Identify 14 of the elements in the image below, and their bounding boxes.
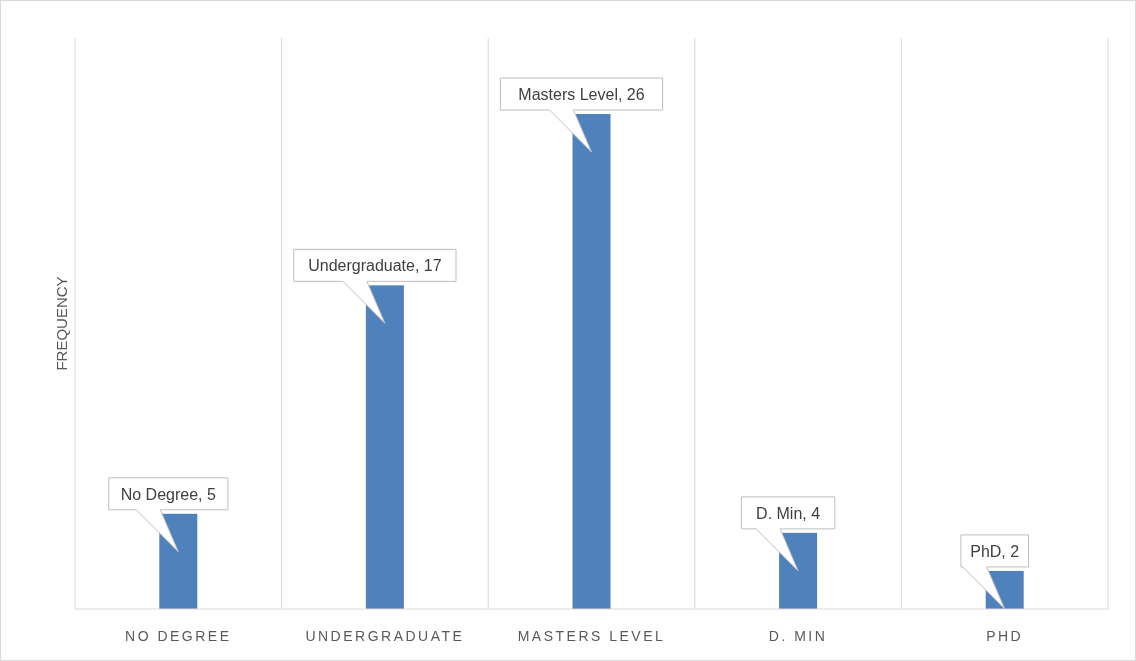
x-tick-label: D. MIN <box>768 628 828 644</box>
x-tick-label: NO DEGREE <box>125 628 232 644</box>
x-tick-label: PHD <box>986 628 1024 644</box>
data-label: PhD, 2 <box>970 542 1020 560</box>
bar <box>365 285 404 609</box>
data-label: D. Min, 4 <box>756 504 821 522</box>
data-label: No Degree, 5 <box>120 485 216 503</box>
bar <box>159 513 198 609</box>
data-label: Undergraduate, 17 <box>308 257 442 275</box>
bar <box>572 114 611 609</box>
data-label: Masters Level, 26 <box>518 86 645 103</box>
x-tick-label: UNDERGRADUATE <box>305 628 465 644</box>
x-tick-label: MASTERS LEVEL <box>517 628 666 644</box>
y-axis-title: FREQUENCY <box>53 276 70 371</box>
